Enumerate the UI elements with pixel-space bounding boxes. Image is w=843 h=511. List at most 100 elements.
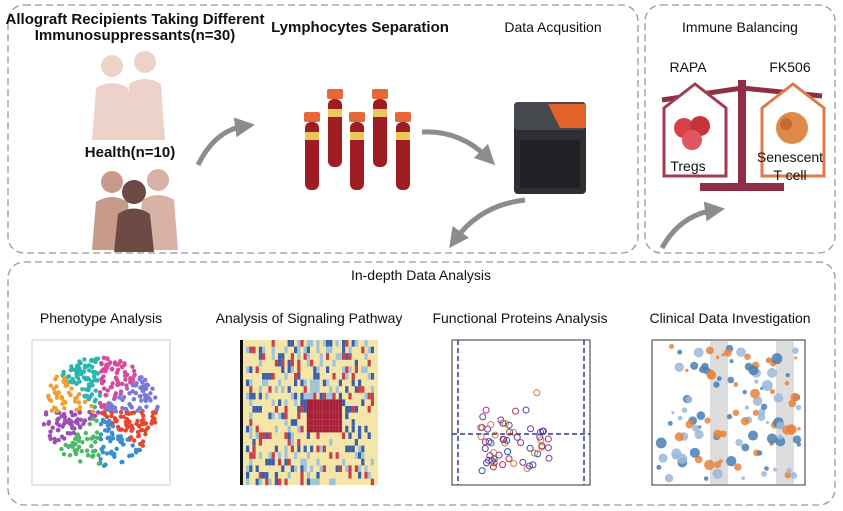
heat-cell [358, 379, 362, 387]
heat-cell [364, 353, 368, 360]
heat-cell [271, 373, 275, 380]
cell-dot [143, 431, 148, 437]
heat-cell [274, 425, 278, 433]
cell-dot [135, 418, 140, 424]
heat-cell [351, 406, 355, 413]
heat-cell [249, 432, 253, 439]
immune-title: Immune Balancing [682, 19, 798, 35]
cell-dot [104, 365, 110, 370]
heat-cell [310, 399, 314, 406]
cell-dot [46, 394, 51, 400]
panel-title: Clinical Data Investigation [649, 310, 810, 326]
cell-dot [52, 440, 58, 445]
cell-dot [109, 410, 115, 415]
heat-cell [271, 353, 275, 360]
heat-cell [358, 452, 362, 459]
patient-dot [733, 382, 739, 387]
cell-dot [114, 446, 119, 452]
heat-cell [265, 472, 269, 479]
protein-dot [533, 389, 541, 397]
patient-dot [713, 461, 722, 469]
cell-dot [106, 435, 112, 440]
heat-cell [358, 472, 362, 479]
heat-cell [370, 458, 374, 466]
cell-dot [63, 383, 68, 388]
heat-cell [310, 392, 314, 400]
heat-cell [306, 432, 310, 439]
heat-cell [252, 445, 256, 453]
heat-cell [271, 458, 275, 466]
heat-cell [335, 452, 339, 459]
heat-cell [249, 399, 253, 406]
heat-cell [287, 432, 291, 439]
heat-cell [306, 359, 310, 367]
heat-cell [367, 359, 371, 367]
heat-cell [319, 419, 323, 426]
heat-cell [322, 425, 326, 433]
heat-cell [332, 399, 336, 406]
heat-cell [297, 353, 301, 360]
heat-cell [329, 412, 333, 420]
patient-dot [713, 381, 720, 388]
heat-cell [274, 406, 278, 413]
heat-cell [265, 379, 269, 387]
clinical-plot [655, 343, 802, 483]
protein-dot [522, 406, 530, 414]
cell-dot [144, 393, 150, 399]
patient-dot [716, 376, 722, 382]
heat-cell [354, 465, 358, 472]
patient-dot [732, 409, 740, 417]
patient-dot [760, 403, 768, 411]
heat-cell [342, 458, 346, 466]
heat-cell [258, 392, 262, 400]
cell-dot [119, 438, 125, 443]
protein-dot [544, 444, 552, 452]
cell-dot [80, 386, 85, 392]
heat-cell [310, 445, 314, 453]
cell-dot [132, 372, 137, 378]
cell-dot [124, 411, 130, 416]
patient-dot [740, 417, 750, 426]
cell-dot [89, 436, 94, 441]
protein-dot [509, 428, 517, 436]
cell-dot [107, 401, 112, 406]
heat-cell [335, 353, 339, 360]
cell-dot [150, 410, 156, 415]
cell-dot [91, 409, 96, 414]
cell-dot [57, 422, 62, 428]
heat-cell [249, 346, 253, 354]
cell-dot [97, 393, 103, 398]
cell-dot [119, 364, 125, 370]
patient-dot [689, 447, 700, 458]
heat-cell [342, 366, 346, 373]
heat-cell [316, 340, 320, 347]
heat-cell [284, 445, 288, 453]
heat-cell [268, 412, 272, 420]
heat-cell [258, 439, 262, 446]
heat-cell [290, 465, 294, 472]
heat-cell [348, 445, 352, 453]
protein-dot [506, 428, 514, 436]
heat-cell [281, 359, 285, 367]
cell-dot [43, 412, 49, 417]
heat-cell [284, 458, 288, 466]
cell-dot [131, 410, 137, 415]
patient-dot [671, 411, 675, 415]
protein-dot [517, 439, 525, 447]
heat-cell [367, 373, 371, 380]
cell-dot [125, 437, 130, 442]
heat-cell [297, 445, 301, 453]
patient-dot [726, 413, 733, 420]
cell-dot [122, 373, 128, 379]
cell-dot [141, 417, 146, 423]
cell-dot [153, 395, 158, 400]
heat-cell [348, 366, 352, 373]
heat-cell [335, 425, 339, 433]
heat-cell [329, 406, 333, 413]
cell-dot [92, 439, 98, 445]
cell-dot [78, 425, 83, 430]
heat-cell [268, 373, 272, 380]
cell-dot [100, 449, 106, 455]
heat-cell [290, 392, 294, 400]
heat-cell [322, 399, 326, 406]
